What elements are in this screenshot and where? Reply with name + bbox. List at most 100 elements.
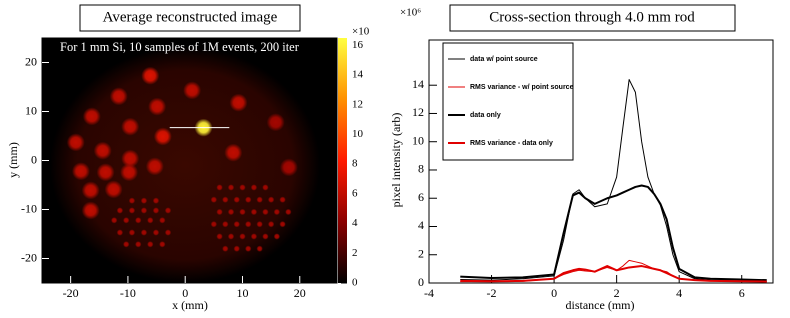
y-tick-label: 8 <box>418 162 424 176</box>
small-rod <box>256 197 262 203</box>
rod <box>82 181 100 199</box>
rod <box>67 133 85 151</box>
y-axis-label: y (mm) <box>6 142 20 178</box>
small-rod <box>135 217 141 223</box>
x-tick-label: -2 <box>487 286 497 300</box>
small-rod <box>147 217 153 223</box>
rod <box>141 67 159 85</box>
rod <box>94 142 112 160</box>
x-tick-label: 10 <box>236 286 248 300</box>
small-rod <box>211 197 217 203</box>
x-tick-label: -20 <box>63 286 79 300</box>
small-rod <box>228 233 234 239</box>
small-rod <box>274 209 280 215</box>
small-rod <box>135 241 141 247</box>
small-rod <box>268 221 274 227</box>
colorbar-tick-label: 14 <box>352 69 364 81</box>
small-rod <box>159 217 165 223</box>
colorbar-tick-label: 8 <box>352 158 358 170</box>
small-rod <box>129 197 135 203</box>
small-rod <box>222 221 228 227</box>
y-tick-label: 10 <box>412 133 424 147</box>
small-rod <box>141 207 147 213</box>
rod <box>82 201 100 219</box>
small-rod <box>234 246 240 252</box>
x-tick-label: -4 <box>424 286 434 300</box>
colorbar-tick-label: 16 <box>352 39 364 51</box>
colorbar-tick-label: 12 <box>352 98 363 110</box>
small-rod <box>211 221 217 227</box>
small-rod <box>129 229 135 235</box>
y-tick-label: -20 <box>21 250 37 264</box>
small-rod <box>256 246 262 252</box>
small-rod <box>245 197 251 203</box>
small-rod <box>123 241 129 247</box>
small-rod <box>228 209 234 215</box>
y-tick-label: 12 <box>412 105 424 119</box>
rod <box>110 87 128 105</box>
x-tick-label: 4 <box>676 286 682 300</box>
rod <box>97 163 115 181</box>
small-rod <box>234 221 240 227</box>
y-tick-label: 4 <box>418 218 424 232</box>
small-rod <box>239 209 245 215</box>
small-rod <box>285 209 291 215</box>
rod <box>121 118 139 136</box>
small-rod <box>251 233 257 239</box>
colorbar-tick-label: 0 <box>352 277 358 289</box>
x-tick-label: 0 <box>551 286 557 300</box>
small-rod <box>117 229 123 235</box>
rod <box>120 163 138 181</box>
small-rod <box>268 197 274 203</box>
y-tick-label: 6 <box>418 190 424 204</box>
rod <box>183 81 201 99</box>
annotation: For 1 mm Si, 10 samples of 1M events, 20… <box>60 40 300 54</box>
legend-label: data w/ point source <box>470 56 538 63</box>
small-rod <box>141 197 147 203</box>
y-tick-label: 0 <box>418 275 424 289</box>
figure: -20-1001020-20-10010200246810121416 Aver… <box>0 0 790 318</box>
small-rod <box>147 241 153 247</box>
legend-label: RMS variance - data only <box>470 140 553 147</box>
rod <box>83 107 101 125</box>
heatmap-haze <box>50 47 320 283</box>
rod <box>154 127 172 145</box>
color-multiplier: ×10 <box>352 26 370 38</box>
colorbar <box>338 38 347 283</box>
small-rod <box>228 184 234 190</box>
small-rod <box>262 184 268 190</box>
small-rod <box>239 233 245 239</box>
x-axis-label: x (mm) <box>172 298 208 312</box>
rod <box>148 98 166 116</box>
chart-title: Cross-section through 4.0 mm rod <box>489 9 695 25</box>
rod <box>72 162 90 180</box>
small-rod <box>262 233 268 239</box>
y-tick-label: 0 <box>31 152 37 166</box>
small-rod <box>262 209 268 215</box>
small-rod <box>279 221 285 227</box>
small-rod <box>117 207 123 213</box>
small-rod <box>251 184 257 190</box>
colorbar-tick-label: 10 <box>352 128 364 140</box>
small-rod <box>159 241 165 247</box>
small-rod <box>245 246 251 252</box>
small-rod <box>245 221 251 227</box>
y-tick-label: 2 <box>418 246 424 260</box>
small-rod <box>222 246 228 252</box>
colorbar-tick-label: 2 <box>352 247 358 259</box>
colorbar-tick-label: 4 <box>352 217 358 229</box>
small-rod <box>222 197 228 203</box>
small-rod <box>153 197 159 203</box>
small-rod <box>256 221 262 227</box>
chart-title: Average reconstructed image <box>103 9 278 25</box>
small-rod <box>274 233 280 239</box>
y-axis-label: pixel intensity (arb) <box>389 113 403 208</box>
small-rod <box>129 207 135 213</box>
small-rod <box>165 229 171 235</box>
x-tick-label: 6 <box>739 286 745 300</box>
small-rod <box>153 207 159 213</box>
small-rod <box>165 207 171 213</box>
rod <box>229 94 247 112</box>
y-multiplier: ×10⁶ <box>400 7 421 19</box>
small-rod <box>123 217 129 223</box>
